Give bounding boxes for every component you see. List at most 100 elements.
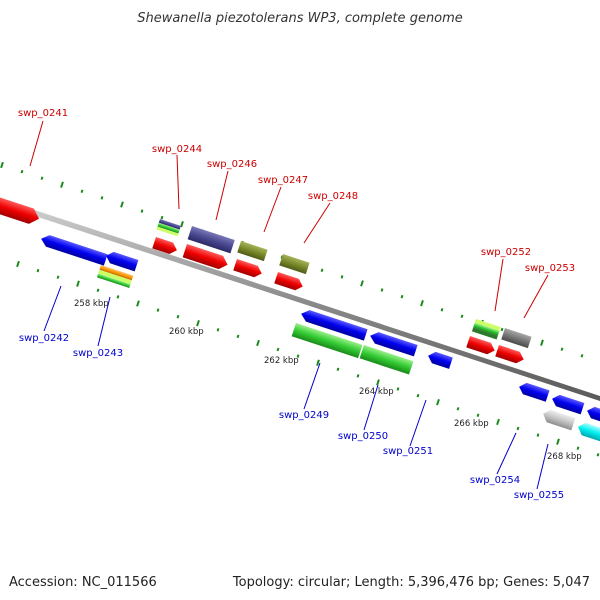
track-tick xyxy=(0,161,4,169)
track-tick xyxy=(360,280,364,287)
gene-label[interactable]: swp_0252 xyxy=(481,247,531,258)
track-dot xyxy=(320,268,324,273)
lower-dot-track xyxy=(16,260,600,457)
gene-label[interactable]: swp_0241 xyxy=(18,108,68,119)
gene-swp-0253[interactable] xyxy=(501,328,532,349)
track-dot xyxy=(176,314,180,319)
track-dot xyxy=(20,169,24,174)
gene-label[interactable]: swp_0247 xyxy=(258,175,308,186)
track-dot xyxy=(536,433,540,437)
track-tick xyxy=(76,280,80,287)
gene-swp-0252b[interactable] xyxy=(466,336,496,356)
gene-swp-0254c[interactable] xyxy=(585,405,600,426)
track-tick xyxy=(16,260,20,268)
gene-swp-0255b[interactable] xyxy=(576,421,600,443)
track-dot xyxy=(296,354,300,358)
track-dot xyxy=(416,393,420,398)
map-title: Shewanella piezotolerans WP3, complete g… xyxy=(137,11,463,26)
track-dot xyxy=(400,294,404,299)
track-dot xyxy=(100,196,104,200)
track-dot xyxy=(56,275,60,279)
gene-swp-0251[interactable] xyxy=(426,350,453,369)
track-dot xyxy=(576,446,580,450)
gene-swp-0243b[interactable] xyxy=(96,265,134,288)
track-dot xyxy=(276,347,280,352)
track-dot xyxy=(236,334,240,339)
gene-labels-reverse: swp_0242 swp_0243 swp_0249 swp_0250 swp_… xyxy=(19,333,564,501)
gene-label[interactable]: swp_0249 xyxy=(279,410,329,421)
track-tick xyxy=(120,201,124,208)
label-leaders xyxy=(29,120,549,490)
track-dot xyxy=(500,327,504,332)
genome-backbone xyxy=(0,198,600,401)
track-dot xyxy=(36,268,40,273)
gene-swp-0248b[interactable] xyxy=(274,272,304,292)
track-dot xyxy=(456,407,460,411)
track-tick xyxy=(420,300,424,307)
track-dot xyxy=(356,374,360,378)
track-dot xyxy=(440,308,444,312)
track-tick xyxy=(496,418,500,426)
gene-label[interactable]: swp_0243 xyxy=(73,348,123,359)
track-dot xyxy=(40,176,44,180)
track-dot xyxy=(80,189,84,194)
accession-label: Accession: NC_011566 xyxy=(9,575,157,590)
track-dot xyxy=(160,215,164,220)
gene-label[interactable]: swp_0244 xyxy=(152,144,202,155)
tick-label: 266 kbp xyxy=(454,419,489,429)
gene-label[interactable]: swp_0248 xyxy=(308,191,358,202)
gene-swp-0250b[interactable] xyxy=(359,345,414,375)
gene-swp-0254[interactable] xyxy=(517,381,550,402)
track-dot xyxy=(116,295,120,299)
gene-swp-0249[interactable] xyxy=(299,308,368,341)
track-dot xyxy=(340,275,344,279)
gene-label[interactable]: swp_0251 xyxy=(383,446,433,457)
gene-swp-0249b[interactable] xyxy=(291,323,363,359)
gene-swp-0248[interactable] xyxy=(279,254,310,275)
gene-swp-0247b[interactable] xyxy=(233,259,263,279)
gene-labels-forward: swp_0241 swp_0244 swp_0246 swp_0247 swp_… xyxy=(18,108,575,274)
tick-label: 258 kbp xyxy=(74,299,109,309)
track-tick xyxy=(316,359,320,366)
gene-swp-0243[interactable] xyxy=(104,250,139,272)
track-dot xyxy=(96,288,100,293)
gene-swp-0255[interactable] xyxy=(541,408,576,431)
gene-swp-0247[interactable] xyxy=(237,241,268,262)
gene-label[interactable]: swp_0246 xyxy=(207,159,257,170)
tick-label: 262 kbp xyxy=(264,356,299,366)
gene-swp-0244b[interactable] xyxy=(152,237,179,256)
gene-swp-0244[interactable] xyxy=(156,219,181,237)
track-dot xyxy=(476,413,480,418)
track-tick xyxy=(436,399,440,406)
track-dot xyxy=(560,347,564,351)
gene-label[interactable]: swp_0250 xyxy=(338,431,388,442)
gene-swp-0252[interactable] xyxy=(471,319,501,340)
track-tick xyxy=(540,339,544,346)
gene-swp-0246b[interactable] xyxy=(182,244,230,271)
gene-label[interactable]: swp_0254 xyxy=(470,475,520,486)
track-tick xyxy=(180,221,184,228)
gene-swp-0254b[interactable] xyxy=(550,393,585,415)
track-dot xyxy=(140,209,144,213)
gene-swp-0250[interactable] xyxy=(368,330,418,357)
gene-swp-0253b[interactable] xyxy=(495,345,525,365)
gene-label[interactable]: swp_0253 xyxy=(525,263,575,274)
tick-label: 260 kbp xyxy=(169,327,204,337)
track-tick xyxy=(60,181,64,188)
gene-label[interactable]: swp_0242 xyxy=(19,333,69,344)
track-dot xyxy=(580,354,584,358)
forward-genes xyxy=(0,196,532,365)
track-dot xyxy=(156,308,160,312)
gene-swp-0241[interactable] xyxy=(0,196,42,226)
track-dot xyxy=(396,387,400,391)
gene-label[interactable]: swp_0255 xyxy=(514,490,564,501)
track-dot xyxy=(336,367,340,372)
track-tick xyxy=(196,320,200,327)
track-dot xyxy=(516,426,520,431)
gene-swp-0242[interactable] xyxy=(39,233,108,266)
gene-swp-0246[interactable] xyxy=(187,226,235,254)
reverse-genes xyxy=(39,233,600,443)
topology-label: Topology: circular; Length: 5,396,476 bp… xyxy=(232,575,590,590)
track-dot xyxy=(460,314,464,319)
